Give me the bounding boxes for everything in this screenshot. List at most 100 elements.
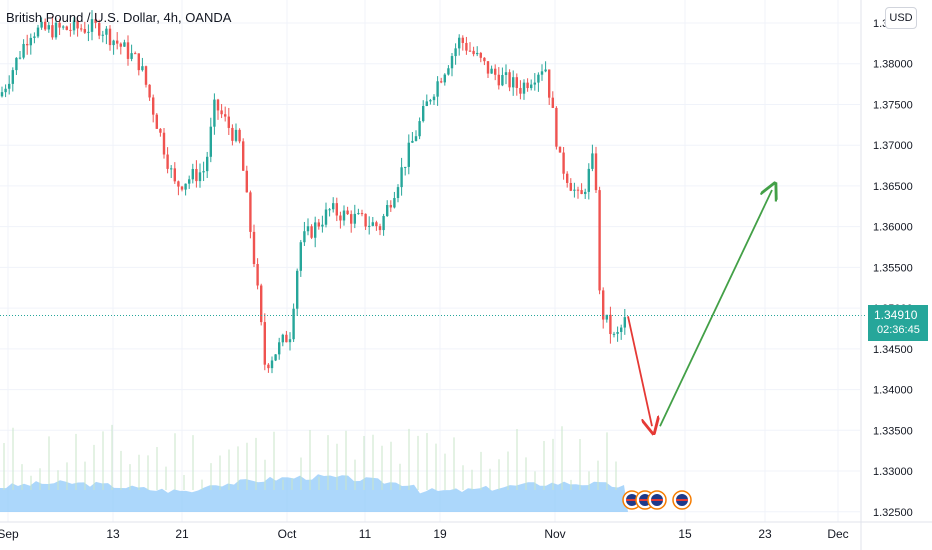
- time-tick-label: 15: [678, 527, 692, 541]
- candle-body: [533, 82, 536, 85]
- time-tick-label: Nov: [544, 527, 565, 541]
- candle-body: [292, 308, 295, 340]
- candle-body: [432, 96, 436, 101]
- flag-stripe: [626, 499, 638, 501]
- candle-body: [288, 339, 292, 343]
- candle-body: [58, 22, 61, 28]
- candle-body: [83, 29, 86, 33]
- candle-body: [454, 48, 457, 57]
- price-tick-label: 1.37500: [873, 99, 913, 111]
- candle-body: [245, 170, 248, 193]
- candle-body: [479, 52, 482, 58]
- candle-body: [400, 167, 403, 188]
- candle-body: [306, 226, 310, 232]
- candle-body: [98, 22, 101, 36]
- price-tick-label: 1.38000: [873, 59, 913, 71]
- volume-area-fill: [0, 474, 628, 512]
- event-flag-icons[interactable]: [622, 490, 692, 510]
- candle-body: [414, 136, 418, 141]
- candle-body: [249, 192, 252, 232]
- candle-body: [371, 222, 374, 226]
- candle-body: [274, 354, 277, 361]
- candle-body: [134, 53, 137, 55]
- candle-body: [443, 74, 446, 83]
- candle-body: [252, 231, 256, 265]
- candle-body: [303, 231, 306, 243]
- candle-body: [166, 154, 169, 169]
- candle-body: [382, 216, 385, 231]
- candle-body: [335, 203, 338, 216]
- currency-button[interactable]: USD: [885, 7, 917, 29]
- candle-body: [191, 168, 194, 180]
- price-tick-label: 1.33500: [873, 425, 913, 437]
- candle-body: [609, 314, 612, 335]
- candle-body: [116, 40, 119, 44]
- price-tick-label: 1.36000: [873, 222, 913, 234]
- time-tick-label: Sep: [0, 527, 19, 541]
- candle-body: [598, 190, 601, 291]
- candle-body: [494, 68, 497, 75]
- candle-body: [566, 173, 569, 183]
- candle-body: [29, 37, 32, 46]
- candle-body: [548, 69, 551, 98]
- candle-body: [148, 84, 151, 98]
- candle-body: [393, 198, 396, 208]
- candle-body: [170, 168, 173, 170]
- candle-body: [123, 42, 126, 47]
- candle-body: [461, 37, 464, 43]
- candle-body: [76, 20, 79, 29]
- candle-body: [573, 189, 576, 191]
- candle-body: [350, 214, 353, 224]
- candle-body: [263, 322, 266, 365]
- candle-body: [508, 72, 511, 88]
- candle-body: [144, 66, 148, 85]
- candle-body: [105, 28, 108, 35]
- candle-body: [587, 168, 590, 192]
- candle-body: [332, 203, 335, 210]
- candle-body: [18, 57, 22, 59]
- candle-body: [130, 53, 133, 59]
- price-tick-label: 1.37000: [873, 140, 913, 152]
- candle-body: [267, 364, 270, 369]
- candle-body: [314, 222, 317, 238]
- candle-body: [504, 72, 508, 76]
- candle-body: [231, 127, 234, 141]
- candle-body: [576, 189, 580, 191]
- candle-body: [580, 190, 583, 195]
- candle-body: [90, 19, 94, 32]
- candle-body: [404, 166, 407, 168]
- candle-body: [195, 168, 198, 182]
- candle-body: [522, 82, 526, 94]
- forecast-arrows: [627, 190, 772, 426]
- candle-body: [278, 342, 281, 355]
- candle-body: [51, 25, 54, 38]
- flag-stripe: [676, 499, 688, 501]
- candle-body: [605, 314, 608, 320]
- price-axis[interactable]: 1.385001.380001.375001.370001.365001.360…: [860, 0, 913, 550]
- candlesticks: [0, 10, 626, 374]
- candle-body: [396, 187, 400, 199]
- candle-body: [540, 71, 544, 75]
- time-axis[interactable]: Sep 13 21 Oct 11 19 Nov 15 23 Dec: [0, 521, 932, 541]
- candle-body: [591, 153, 594, 169]
- candle-body: [26, 43, 29, 46]
- candle-body: [317, 222, 320, 227]
- candle-body: [234, 129, 238, 141]
- time-tick-label: 23: [758, 527, 772, 541]
- candle-body: [216, 99, 220, 111]
- candle-body: [213, 99, 216, 127]
- candle-body: [472, 50, 475, 55]
- candle-body: [342, 210, 346, 221]
- candle-body: [594, 153, 598, 191]
- candle-body: [360, 213, 364, 215]
- candle-body: [65, 26, 68, 30]
- candle-body: [220, 110, 223, 115]
- candle-body: [422, 105, 425, 122]
- time-tick-label: 19: [433, 527, 447, 541]
- candle-body: [285, 334, 288, 343]
- candle-body: [537, 74, 540, 83]
- candle-body: [119, 43, 122, 47]
- candle-body: [328, 209, 331, 211]
- candle-body: [198, 172, 202, 182]
